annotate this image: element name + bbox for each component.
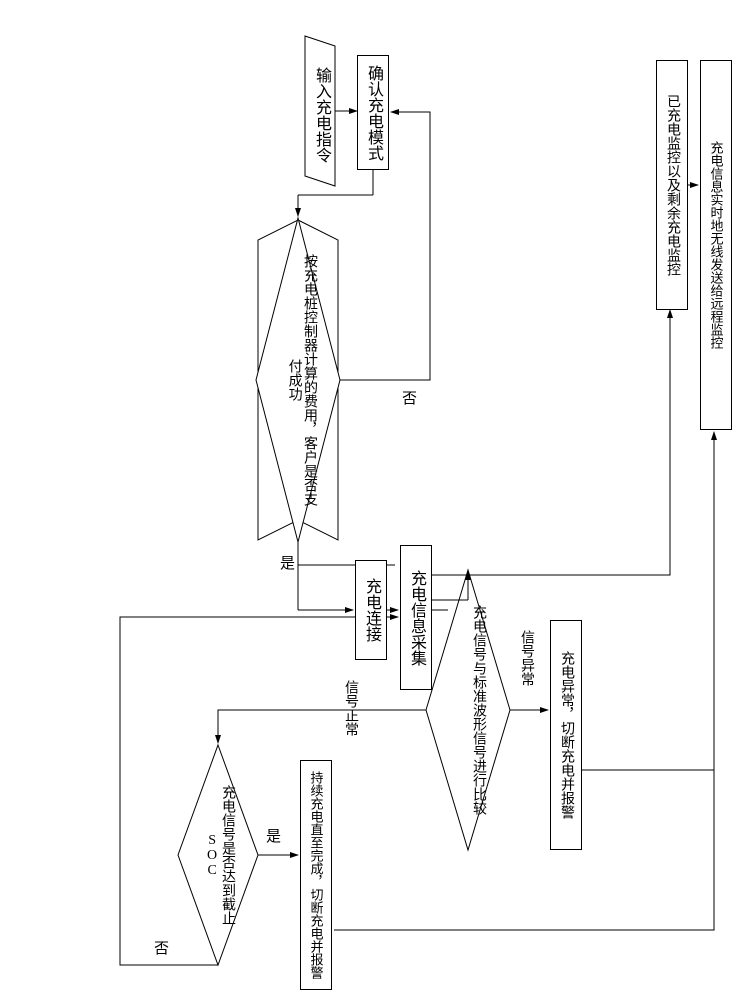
- monitor-box: 已充电监控以及剩余充电监控: [656, 60, 688, 310]
- connect-box: 充电连接: [355, 560, 387, 660]
- soc-label: 充电信号是否达到截止SOC: [201, 770, 235, 940]
- complete-box: 持续充电直至完成，切断充电并报警: [300, 760, 332, 990]
- flowchart-canvas: 输入充电指令 确认充电模式 按充电桩控制器计算的费用，客户是否支付成功 否 是 …: [0, 0, 735, 1000]
- abnormal-box: 充电异常，切断充电并报警: [550, 620, 582, 850]
- pay-decision-label: 按充电桩控制器计算的费用，客户是否支付成功: [279, 250, 317, 510]
- collect-box: 充电信息采集: [400, 545, 432, 690]
- pay-no-label: 否: [398, 390, 419, 405]
- compare-label: 充电信号与标准波形信号进行比较: [450, 600, 486, 820]
- input-command-label: 输入充电指令: [309, 50, 333, 180]
- soc-yes-label: 是: [262, 828, 283, 843]
- confirm-mode-box: 确认充电模式: [357, 55, 389, 170]
- soc-no-label: 否: [150, 940, 171, 955]
- remote-box: 充电信息实时地无线发送给远程监控: [700, 60, 732, 430]
- pay-yes-label: 是: [276, 555, 297, 570]
- signal-bad-label: 信号异常: [516, 630, 536, 686]
- signal-ok-label: 信号正常: [340, 680, 360, 736]
